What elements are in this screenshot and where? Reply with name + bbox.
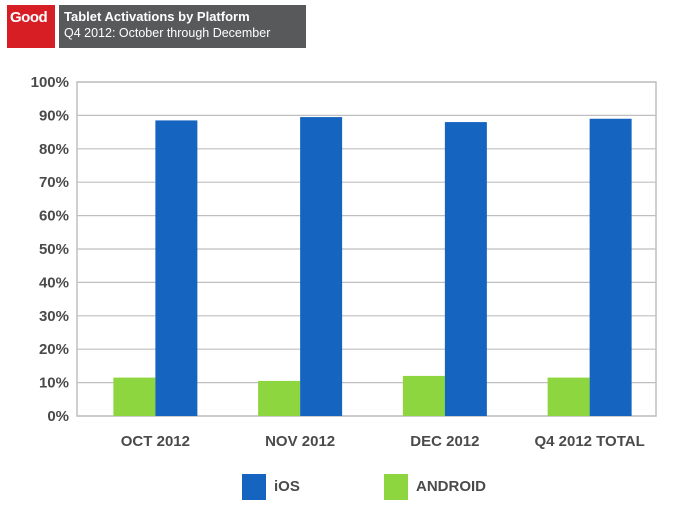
- y-tick-label: 30%: [39, 308, 69, 325]
- x-category-label: NOV 2012: [265, 433, 335, 450]
- legend-swatch-android: [384, 474, 408, 500]
- bar-ios: [589, 118, 632, 417]
- y-tick-label: 40%: [39, 274, 69, 291]
- y-tick-label: 0%: [47, 408, 69, 425]
- legend-label-ios: iOS: [274, 478, 300, 495]
- legend-label-android: ANDROID: [416, 478, 486, 495]
- y-tick-label: 80%: [39, 141, 69, 158]
- x-category-label: Q4 2012 TOTAL: [534, 433, 644, 450]
- bar-ios: [444, 122, 487, 416]
- y-tick-label: 100%: [31, 74, 69, 91]
- bars: [113, 117, 632, 417]
- y-tick-label: 90%: [39, 107, 69, 124]
- bar-android: [402, 375, 445, 416]
- y-tick-label: 70%: [39, 174, 69, 191]
- chart-header: Good Tablet Activations by Platform Q4 2…: [7, 5, 306, 48]
- x-category-label: OCT 2012: [121, 433, 190, 450]
- bar-ios: [155, 120, 198, 416]
- x-axis: OCT 2012 NOV 2012 DEC 2012 Q4 2012 TOTAL: [121, 433, 645, 450]
- y-tick-label: 60%: [39, 208, 69, 225]
- legend-swatch-ios: [242, 474, 266, 500]
- bar-chart: 0% 10% 20% 30% 40% 50% 60% 70% 80% 90% 100% OCT 20…: [31, 74, 657, 450]
- y-tick-label: 20%: [39, 341, 69, 358]
- y-tick-label: 50%: [39, 241, 69, 258]
- y-tick-label: 10%: [39, 375, 69, 392]
- bar-android: [113, 377, 156, 416]
- bar-android: [258, 380, 301, 416]
- title-box: Tablet Activations by Platform Q4 2012: …: [59, 5, 306, 48]
- good-logo: Good: [7, 5, 55, 48]
- y-axis: 0% 10% 20% 30% 40% 50% 60% 70% 80% 90% 100%: [31, 74, 69, 425]
- chart-title: Tablet Activations by Platform: [64, 9, 250, 24]
- bar-ios: [300, 117, 343, 416]
- x-category-label: DEC 2012: [410, 433, 479, 450]
- chart-subtitle: Q4 2012: October through December: [64, 26, 271, 40]
- bar-android: [547, 377, 590, 416]
